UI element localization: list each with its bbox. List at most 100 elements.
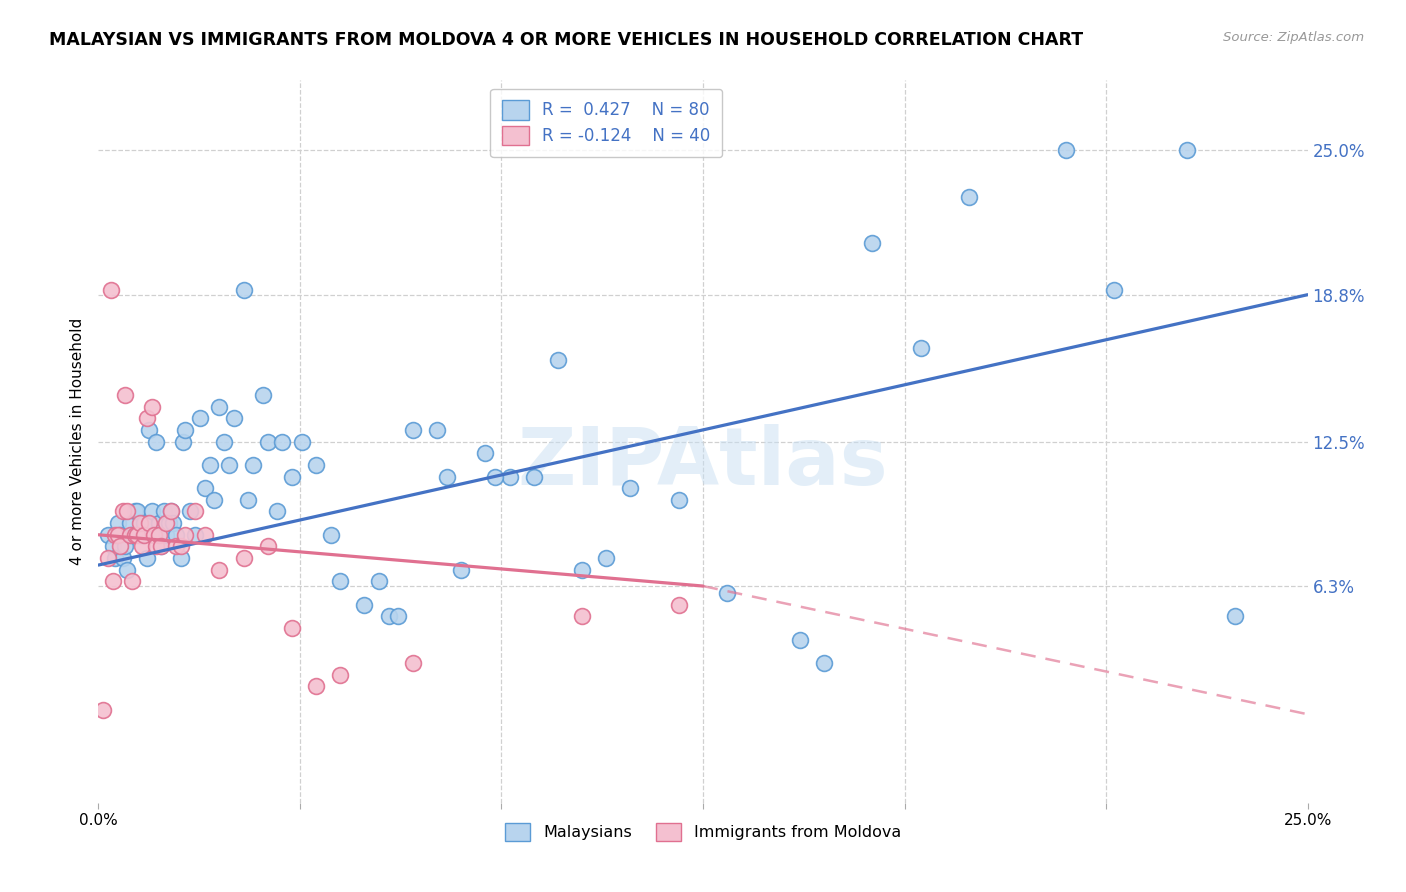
Point (184, 528, 207, 542)
Point (523, 469, 546, 483)
Point (131, 540, 153, 554)
Point (547, 353, 569, 368)
Point (111, 551, 134, 566)
Point (141, 400, 163, 414)
Point (232, 283, 254, 297)
Point (114, 388, 136, 402)
Point (179, 504, 201, 518)
Point (1054, 143, 1077, 157)
Point (271, 434, 294, 449)
Point (160, 504, 183, 518)
Point (402, 423, 425, 437)
Point (172, 434, 194, 449)
Point (155, 516, 177, 530)
Point (619, 481, 641, 495)
Point (101, 540, 124, 554)
Point (169, 540, 191, 554)
Point (128, 516, 150, 530)
Point (368, 574, 391, 589)
Point (281, 469, 304, 483)
Point (208, 400, 231, 414)
Point (97, 551, 120, 566)
Point (668, 492, 690, 507)
Point (188, 411, 211, 425)
Point (1223, 609, 1246, 624)
Point (319, 528, 342, 542)
Point (194, 528, 217, 542)
Point (436, 469, 458, 483)
Point (131, 528, 153, 542)
Point (174, 423, 197, 437)
Point (100, 283, 122, 297)
Point (91, 702, 114, 716)
Point (571, 563, 593, 577)
Y-axis label: 4 or more Vehicles in Household: 4 or more Vehicles in Household (70, 318, 86, 566)
Point (256, 434, 278, 449)
Point (387, 609, 409, 624)
Point (128, 528, 150, 542)
Text: ZIPAtlas: ZIPAtlas (517, 425, 889, 502)
Point (107, 528, 129, 542)
Point (716, 586, 738, 600)
Point (155, 528, 177, 542)
Point (668, 598, 690, 612)
Point (141, 504, 163, 518)
Point (204, 492, 226, 507)
Point (957, 190, 980, 204)
Point (143, 528, 166, 542)
Text: MALAYSIAN VS IMMIGRANTS FROM MOLDOVA 4 OR MORE VEHICLES IN HOUSEHOLD CORRELATION: MALAYSIAN VS IMMIGRANTS FROM MOLDOVA 4 O… (49, 31, 1084, 49)
Point (127, 528, 149, 542)
Point (194, 481, 217, 495)
Point (266, 504, 288, 518)
Point (198, 458, 221, 472)
Point (208, 563, 231, 577)
Point (138, 423, 160, 437)
Point (138, 516, 160, 530)
Point (117, 563, 139, 577)
Point (290, 434, 312, 449)
Point (145, 540, 167, 554)
Point (353, 598, 375, 612)
Point (150, 540, 173, 554)
Point (402, 656, 425, 670)
Point (150, 540, 173, 554)
Point (252, 388, 274, 402)
Point (134, 516, 156, 530)
Point (121, 528, 143, 542)
Point (329, 574, 352, 589)
Point (169, 551, 191, 566)
Point (242, 458, 264, 472)
Point (256, 540, 278, 554)
Point (135, 551, 157, 566)
Point (218, 458, 240, 472)
Point (97, 528, 120, 542)
Point (910, 341, 932, 355)
Point (1175, 143, 1198, 157)
Point (789, 632, 811, 647)
Point (238, 492, 260, 507)
Point (117, 504, 139, 518)
Point (143, 528, 166, 542)
Point (484, 469, 506, 483)
Point (108, 540, 131, 554)
Point (860, 236, 883, 251)
Point (474, 446, 496, 460)
Point (107, 516, 129, 530)
Point (305, 679, 328, 693)
Point (157, 516, 180, 530)
Point (162, 516, 184, 530)
Point (1102, 283, 1125, 297)
Point (135, 411, 157, 425)
Point (212, 434, 235, 449)
Point (124, 504, 146, 518)
Point (124, 528, 146, 542)
Point (101, 574, 124, 589)
Point (148, 516, 170, 530)
Point (232, 551, 254, 566)
Legend: Malaysians, Immigrants from Moldova: Malaysians, Immigrants from Moldova (496, 814, 910, 849)
Point (104, 528, 127, 542)
Point (595, 551, 617, 566)
Point (134, 528, 156, 542)
Point (118, 528, 141, 542)
Point (377, 609, 399, 624)
